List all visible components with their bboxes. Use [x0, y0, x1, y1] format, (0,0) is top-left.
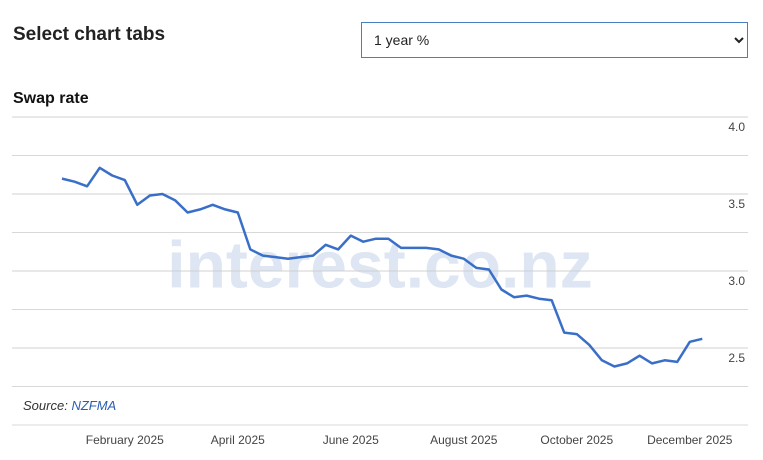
y-tick-label: 3.5 — [728, 197, 745, 211]
y-tick-label: 2.5 — [728, 351, 745, 365]
source: Source: NZFMA — [23, 398, 116, 413]
heading: Select chart tabs — [13, 24, 166, 45]
x-tick-label: June 2025 — [323, 433, 379, 447]
x-tick-label: December 2025 — [647, 433, 733, 447]
chart-title: Swap rate — [13, 90, 89, 107]
x-tick-label: February 2025 — [86, 433, 164, 447]
source-link[interactable]: NZFMA — [71, 398, 116, 413]
source-label: Source: — [23, 398, 68, 413]
x-tick-label: August 2025 — [430, 433, 498, 447]
y-tick-label: 4.0 — [728, 120, 745, 134]
y-tick-label: 3.0 — [728, 274, 745, 288]
chart-select[interactable]: 1 year % — [361, 22, 748, 58]
line — [61, 166, 703, 368]
x-tick-label: October 2025 — [540, 433, 613, 447]
x-tick-label: April 2025 — [211, 433, 265, 447]
